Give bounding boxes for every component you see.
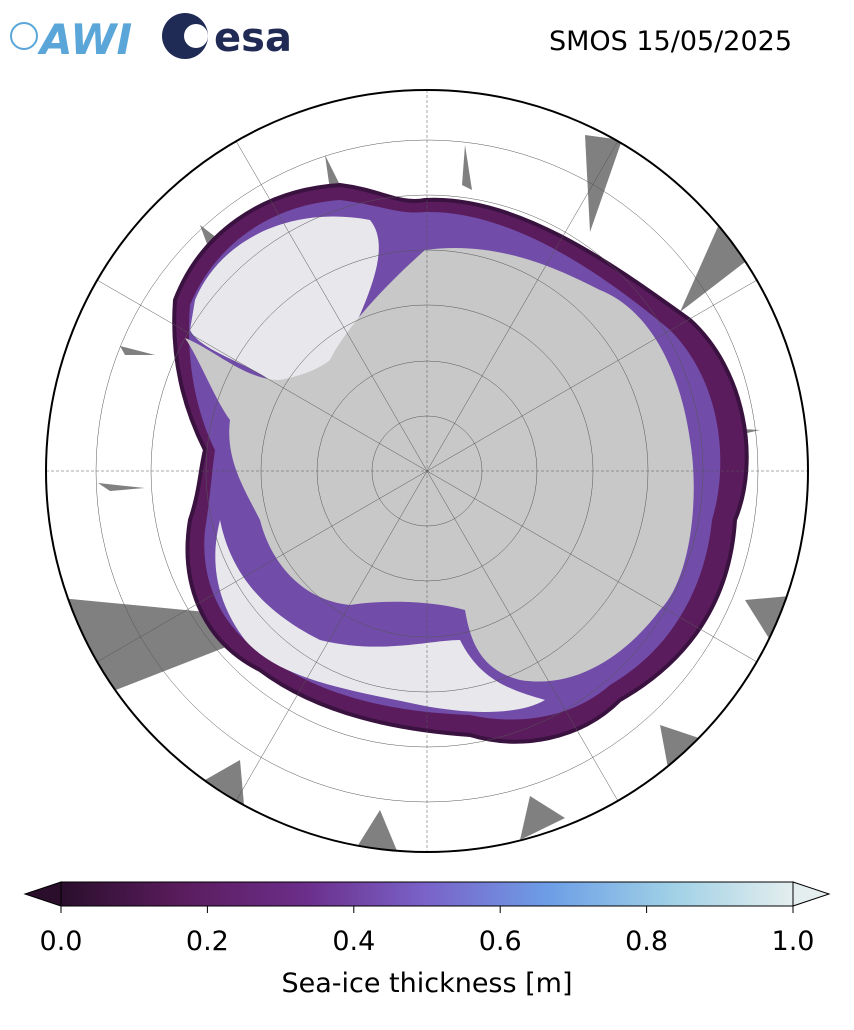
colorbar-tick-label: 0.8 — [625, 926, 668, 957]
antarctica — [185, 248, 694, 682]
thick-ice-weddell — [190, 216, 379, 384]
colorbar-tick-label: 0.4 — [332, 926, 375, 957]
colorbar-tick-label: 0.0 — [40, 926, 83, 957]
colorbar-ramp — [60, 881, 794, 907]
esa-text: esa — [214, 15, 292, 61]
colorbar — [23, 881, 831, 913]
colorbar-label: Sea-ice thickness [m] — [281, 968, 572, 999]
colorbar-extend-low — [23, 881, 62, 907]
graticule — [46, 90, 808, 852]
awi-text: AWI — [37, 15, 132, 64]
colorbar-extend-high — [792, 881, 831, 907]
map-border — [45, 89, 809, 853]
map — [46, 90, 808, 852]
title: SMOS 15/05/2025 — [549, 26, 792, 57]
colorbar-tick-label: 0.6 — [479, 926, 522, 957]
colorbar-tick-label: 1.0 — [772, 926, 815, 957]
thick-ice-ross — [215, 520, 545, 712]
colorbar-tick-label: 0.2 — [186, 926, 229, 957]
esa-logo: esa — [162, 13, 292, 61]
awi-logo: AWI — [10, 15, 132, 64]
